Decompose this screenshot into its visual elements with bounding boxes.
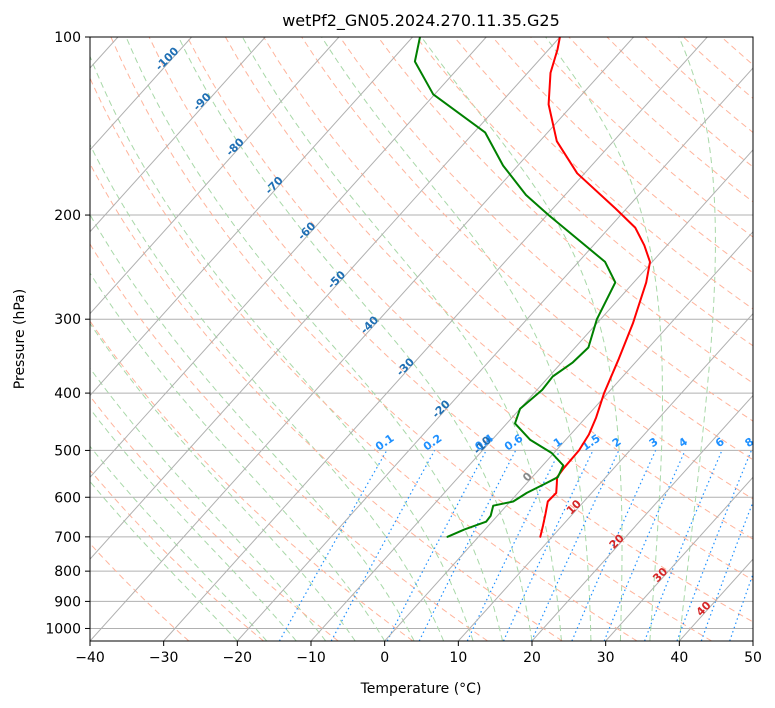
x-tick-label: 50 <box>744 650 762 666</box>
mixing-ratio-lines <box>278 450 753 641</box>
isotherm-line <box>90 37 192 151</box>
isotherm-line <box>457 312 753 641</box>
moist-adiabat-line <box>90 143 445 641</box>
plot-area: 0.10.20.40.611.52346810131620253036 -100… <box>90 37 757 641</box>
dry-adiabat-line <box>90 162 563 641</box>
moist-adiabats <box>90 37 716 641</box>
isotherm-line <box>236 67 753 641</box>
y-tick-label: 200 <box>54 208 81 224</box>
y-tick-label: 300 <box>54 312 81 328</box>
isotherm-line <box>90 37 487 479</box>
x-tick-label: 30 <box>597 650 615 666</box>
x-tick-label: 10 <box>449 650 467 666</box>
moist-adiabat-line <box>90 367 327 641</box>
isotherm-line <box>90 37 634 641</box>
y-axis: 100 200 300 400 500 600 700 800 900 1000 <box>45 30 90 637</box>
dry-adiabat-line <box>90 395 339 641</box>
y-axis-label: Pressure (hPa) <box>12 289 28 389</box>
moist-adiabat-line <box>178 37 533 641</box>
y-tick-label: 1000 <box>45 621 81 637</box>
isotherm-line <box>163 37 708 641</box>
x-tick-label: 40 <box>670 650 688 666</box>
moist-adiabat-line <box>90 55 474 641</box>
x-tick-label: 0 <box>380 650 389 666</box>
dry-adiabat-line <box>90 542 190 641</box>
dry-adiabat-line <box>415 37 753 347</box>
x-tick-label: −30 <box>149 650 179 666</box>
isotherm-line <box>90 37 561 560</box>
moist-adiabat-line <box>90 322 356 641</box>
mixing-ratio-line <box>502 450 594 641</box>
mixing-ratio-line <box>330 450 436 641</box>
isotherm-line <box>90 37 340 315</box>
y-tick-label: 100 <box>54 30 81 46</box>
moist-adiabat-line <box>545 37 663 641</box>
isotherm-line <box>90 37 413 397</box>
mixing-ratio-line <box>676 450 752 641</box>
chart-title: wetPf2_GN05.2024.270.11.35.G25 <box>282 11 560 31</box>
dry-adiabat-line <box>110 37 712 641</box>
dry-adiabat-line <box>90 469 264 641</box>
x-tick-label: −20 <box>223 650 253 666</box>
y-tick-label: 800 <box>54 564 81 580</box>
y-tick-label: 400 <box>54 386 81 402</box>
isotherm-line <box>384 230 753 641</box>
x-tick-label: −10 <box>296 650 326 666</box>
moist-adiabat-line <box>90 408 297 641</box>
x-tick-label: −40 <box>75 650 105 666</box>
dry-adiabat-line <box>90 243 488 641</box>
mixing-ratio-label: 8 <box>743 435 757 450</box>
moist-adiabat-line <box>90 213 415 641</box>
plot-frame <box>89 36 754 642</box>
isotherm-line <box>605 476 753 641</box>
isotherms <box>90 37 753 641</box>
sounding-series <box>413 37 651 538</box>
dry-adiabat-line <box>148 37 753 623</box>
y-tick-label: 900 <box>54 594 81 610</box>
x-tick-label: 20 <box>523 650 541 666</box>
dry-adiabat-line <box>453 37 753 310</box>
mixing-ratio-line <box>644 450 723 641</box>
dewpoint-profile-line <box>413 37 617 538</box>
moist-adiabat-line <box>90 445 268 641</box>
y-tick-label: 500 <box>54 443 81 459</box>
x-axis-label: Temperature (°C) <box>360 681 482 697</box>
moist-adiabat-line <box>125 37 503 641</box>
y-tick-label: 700 <box>54 530 81 546</box>
x-axis: −40 −30 −20 −10 0 10 20 30 40 50 <box>75 641 762 666</box>
isotherm-line <box>531 394 753 641</box>
moist-adiabat-line <box>90 272 386 641</box>
mixing-ratio-line <box>466 450 561 641</box>
temperature-profile-line <box>539 37 651 538</box>
moist-adiabat-line <box>241 37 562 641</box>
y-tick-label: 600 <box>54 490 81 506</box>
isotherm-line <box>310 149 753 641</box>
isotherm-line <box>90 37 266 233</box>
moist-adiabat-line <box>90 480 238 641</box>
